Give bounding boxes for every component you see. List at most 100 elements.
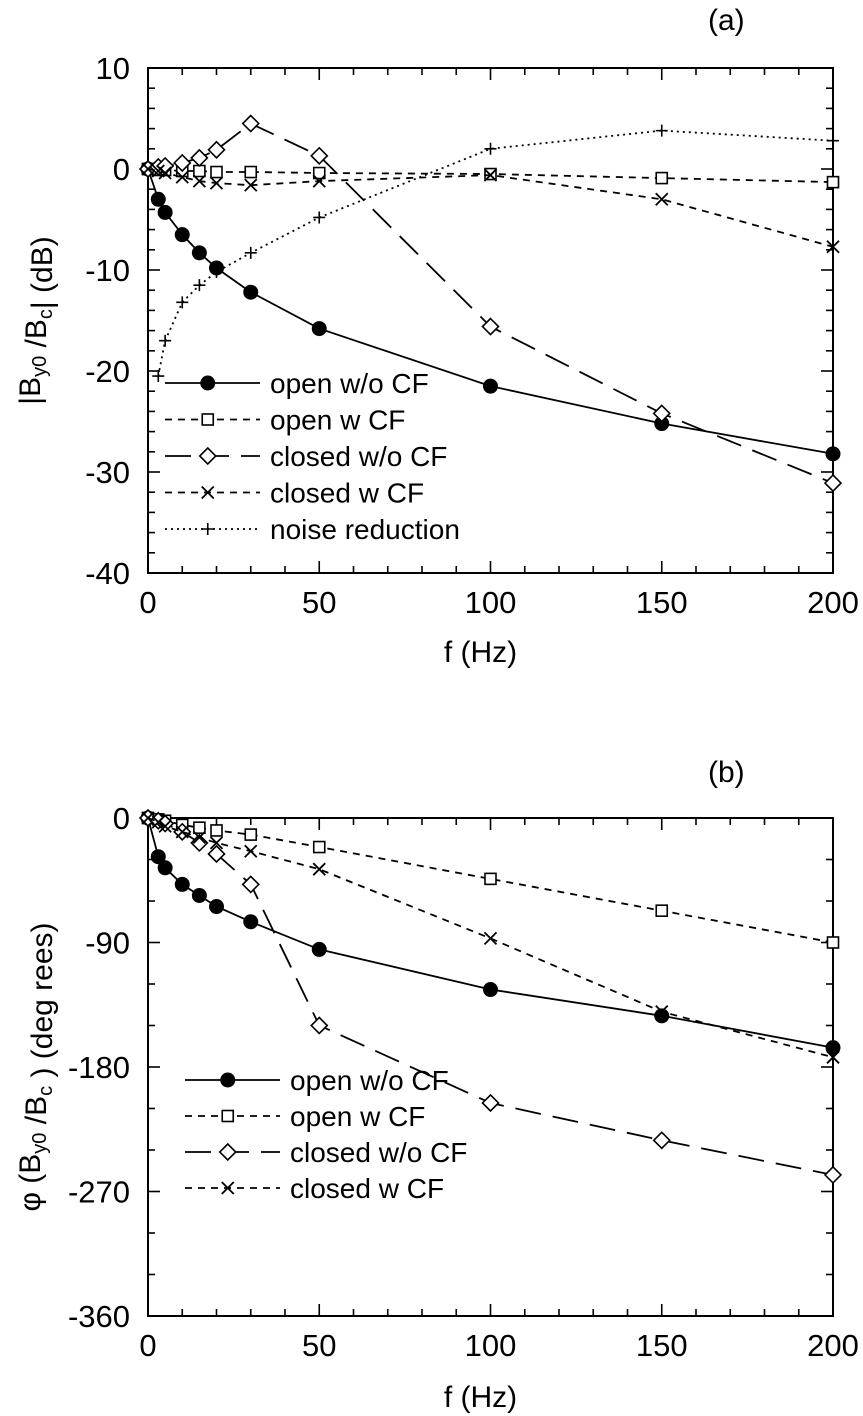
- legend-label: closed w CF: [290, 1173, 444, 1204]
- data-point: [209, 176, 224, 190]
- data-point: [141, 811, 155, 825]
- y-tick-label: -360: [68, 1299, 130, 1334]
- series-closed-w-cf: [141, 162, 840, 254]
- data-point: [311, 941, 327, 957]
- data-point: [483, 982, 498, 998]
- data-point: [826, 240, 840, 254]
- y-tick-label: -30: [85, 455, 130, 490]
- data-point: [191, 245, 207, 261]
- data-point: [241, 875, 260, 894]
- legend-label: open w/o CF: [290, 1065, 449, 1096]
- series-noise-reduction: [152, 124, 839, 383]
- x-tick-label: 150: [636, 1328, 688, 1363]
- legend-marker: [218, 1142, 237, 1162]
- data-point: [193, 164, 206, 178]
- data-point: [241, 114, 260, 133]
- data-point: [312, 862, 326, 876]
- data-point: [193, 821, 206, 834]
- y-axis-label: |By0 /Bc| (dB): [14, 236, 59, 404]
- y-tick-label: -270: [68, 1175, 130, 1210]
- legend: open w/o CF open w CF closed w/o CF closed …: [165, 368, 460, 545]
- legend-label: open w CF: [270, 405, 405, 436]
- data-point: [190, 833, 209, 853]
- y-tick-label: -180: [68, 1050, 130, 1085]
- series-line: [147, 168, 834, 455]
- legend-label: closed w CF: [270, 478, 424, 509]
- data-point: [652, 404, 671, 423]
- x-tick-label: 100: [465, 585, 517, 620]
- data-point: [655, 192, 669, 206]
- data-point: [150, 849, 166, 865]
- y-tick-label: 10: [96, 51, 130, 86]
- data-point: [193, 279, 206, 292]
- y-tick-label: 0: [113, 152, 130, 187]
- data-point: [243, 284, 259, 300]
- data-point: [825, 446, 841, 462]
- data-point: [826, 1050, 840, 1064]
- legend-label: open w/o CF: [270, 368, 429, 399]
- data-point: [654, 1008, 670, 1024]
- legend-marker: [201, 413, 215, 426]
- data-point: [141, 162, 155, 176]
- series-open-w-o-cf: [140, 810, 841, 1056]
- data-point: [312, 174, 326, 188]
- series-closed-w-cf: [141, 811, 840, 1064]
- data-point: [158, 819, 172, 833]
- x-axis-label: f (Hz): [444, 1381, 517, 1414]
- y-tick-label: -90: [85, 926, 130, 961]
- data-point: [192, 830, 207, 845]
- legend-marker: [221, 1181, 235, 1195]
- data-point: [151, 815, 165, 829]
- data-point: [311, 321, 327, 337]
- data-point: [483, 931, 498, 945]
- data-point: [655, 1005, 669, 1019]
- y-tick-label: -40: [85, 556, 130, 591]
- data-point: [210, 824, 223, 837]
- data-point: [207, 140, 226, 159]
- y-tick-label: -10: [85, 253, 130, 288]
- data-point: [310, 146, 329, 166]
- data-point: [312, 166, 326, 180]
- data-point: [655, 124, 668, 137]
- data-point: [244, 828, 258, 841]
- data-point: [210, 165, 223, 179]
- data-point: [244, 844, 258, 858]
- data-point: [313, 211, 326, 224]
- data-point: [823, 1165, 843, 1185]
- panel-label: (b): [708, 756, 745, 789]
- legend-label: closed w/o CF: [270, 441, 447, 472]
- legend: open w/o CF open w CF closed w/o CF closed …: [185, 1065, 467, 1204]
- data-point: [483, 168, 498, 182]
- data-point: [481, 317, 500, 336]
- chart-panel-b: 0 50 100 150 200 0 -90 -180 -270 -360 f (Hz) φ (By0…: [14, 756, 859, 1414]
- data-point: [157, 860, 173, 876]
- x-tick-label: 200: [807, 585, 859, 620]
- series-closed-w-o-cf: [138, 808, 843, 1185]
- x-tick-label: 150: [636, 585, 688, 620]
- x-tick-label: 50: [302, 1328, 336, 1363]
- x-axis-label: f (Hz): [444, 636, 517, 669]
- data-point: [823, 473, 843, 493]
- data-point: [210, 266, 223, 279]
- data-point: [173, 153, 192, 173]
- series-line: [147, 168, 834, 248]
- data-point: [310, 1016, 329, 1035]
- data-point: [244, 178, 258, 192]
- data-point: [826, 175, 840, 189]
- legend-marker: [200, 375, 216, 391]
- data-point: [484, 142, 497, 155]
- data-point: [175, 825, 189, 839]
- data-point: [825, 1040, 841, 1056]
- data-point: [244, 246, 257, 259]
- data-point: [150, 191, 166, 207]
- data-point: [207, 844, 226, 864]
- legend-marker: [201, 523, 214, 535]
- y-axis-label: φ (By0 /Bc ) (deg rees): [14, 923, 59, 1212]
- data-point: [655, 904, 669, 917]
- data-point: [191, 887, 207, 903]
- series-line: [157, 129, 834, 377]
- data-point: [190, 148, 209, 168]
- data-point: [159, 334, 172, 347]
- data-point: [312, 840, 326, 854]
- y-tick-label: 0: [113, 801, 130, 836]
